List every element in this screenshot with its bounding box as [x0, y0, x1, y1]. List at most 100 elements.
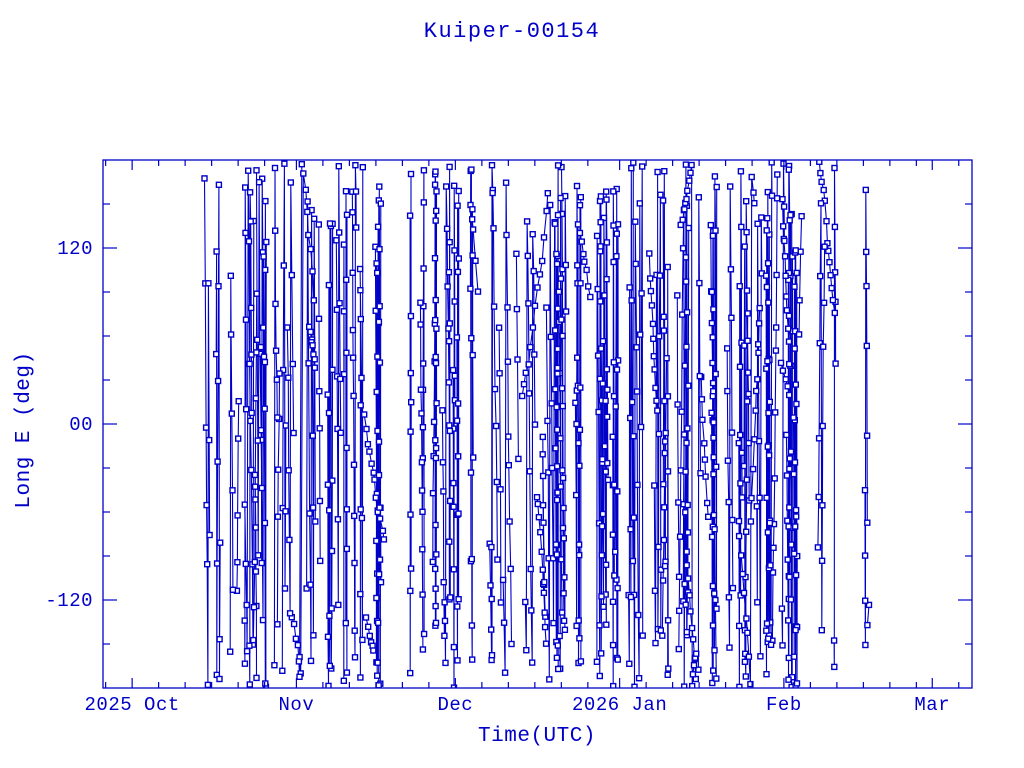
data-point-marker	[633, 388, 641, 395]
data-point-marker	[520, 381, 528, 388]
data-point-marker	[577, 658, 585, 665]
data-point-marker	[359, 163, 366, 171]
data-point-marker	[446, 422, 453, 429]
data-point-marker	[557, 275, 565, 282]
data-point-marker	[639, 163, 646, 170]
data-point-marker	[242, 406, 250, 413]
data-point-marker	[781, 237, 788, 245]
data-point-marker	[505, 462, 512, 469]
data-point-marker	[489, 189, 496, 197]
data-point-marker	[609, 641, 617, 649]
data-point-marker	[260, 253, 267, 260]
data-point-marker	[791, 653, 798, 660]
data-point-marker	[432, 316, 439, 324]
data-point-marker	[689, 682, 696, 688]
data-point-marker	[755, 341, 762, 348]
data-point-marker	[613, 230, 620, 237]
data-point-marker	[343, 669, 351, 676]
data-point-marker	[515, 455, 522, 463]
data-point-marker	[661, 449, 668, 457]
data-point-marker	[663, 355, 670, 362]
data-point-marker	[261, 405, 268, 412]
data-point-marker	[764, 443, 771, 450]
data-point-marker	[598, 345, 605, 352]
data-point-marker	[349, 354, 357, 361]
data-point-marker	[468, 166, 475, 173]
data-point-marker	[544, 417, 551, 425]
data-point-marker	[821, 243, 828, 250]
data-point-marker	[650, 335, 657, 342]
data-point-marker	[374, 672, 381, 679]
data-point-marker	[419, 546, 426, 553]
data-point-marker	[764, 358, 771, 365]
data-point-marker	[750, 189, 757, 196]
data-point-marker	[698, 396, 706, 403]
data-point-marker	[530, 267, 537, 275]
data-point-marker	[684, 529, 692, 536]
data-point-marker	[451, 182, 458, 190]
data-point-marker	[785, 166, 792, 173]
data-point-marker	[735, 532, 743, 540]
data-point-marker	[407, 511, 414, 518]
data-point-marker	[572, 399, 579, 406]
longitude-track-line	[738, 171, 743, 687]
data-point-marker	[788, 541, 795, 548]
longitude-track-line	[452, 185, 456, 688]
data-point-marker	[373, 388, 380, 396]
data-point-marker	[553, 463, 561, 470]
data-point-marker	[604, 386, 611, 393]
data-point-marker	[863, 342, 870, 350]
data-point-marker	[263, 238, 270, 246]
data-point-marker	[577, 280, 584, 287]
data-point-marker	[767, 641, 775, 648]
data-point-marker	[252, 496, 259, 503]
data-point-marker	[243, 601, 250, 609]
data-point-marker	[782, 272, 789, 279]
data-point-marker	[574, 354, 581, 361]
data-point-marker	[206, 531, 213, 539]
data-point-marker	[440, 579, 447, 586]
data-point-marker	[712, 370, 719, 378]
data-point-marker	[825, 247, 832, 255]
data-point-marker	[713, 183, 720, 191]
data-point-marker	[343, 506, 350, 513]
data-point-marker	[377, 200, 384, 207]
data-point-marker	[446, 538, 453, 545]
data-point-marker	[290, 429, 297, 437]
data-point-marker	[252, 568, 260, 575]
data-point-marker	[710, 471, 717, 478]
data-point-marker	[540, 519, 547, 526]
data-point-marker	[662, 429, 669, 437]
data-point-marker	[798, 212, 805, 220]
data-point-marker	[454, 657, 461, 664]
data-point-marker	[417, 386, 425, 393]
data-point-marker	[763, 627, 770, 634]
data-point-marker	[261, 358, 269, 366]
data-point-marker	[467, 285, 474, 292]
data-point-marker	[602, 561, 610, 568]
data-point-marker	[335, 601, 342, 609]
data-point-marker	[593, 232, 601, 240]
data-point-marker	[604, 476, 612, 484]
data-point-marker	[708, 288, 716, 296]
data-point-marker	[653, 397, 660, 404]
data-point-marker	[651, 587, 659, 594]
data-point-marker	[711, 526, 718, 533]
data-point-marker	[245, 238, 253, 245]
data-point-marker	[793, 400, 800, 408]
data-point-marker	[787, 448, 795, 455]
data-point-marker	[792, 506, 800, 514]
data-point-marker	[756, 494, 763, 501]
data-point-marker	[674, 401, 681, 408]
data-point-marker	[539, 433, 546, 441]
data-point-marker	[656, 272, 664, 279]
data-point-marker	[340, 677, 347, 684]
data-point-marker	[817, 200, 825, 207]
data-point-marker	[488, 626, 495, 633]
data-point-marker	[632, 218, 639, 225]
data-point-marker	[682, 601, 689, 608]
data-point-marker	[648, 302, 656, 309]
data-point-marker	[602, 468, 609, 475]
data-point-marker	[250, 604, 258, 611]
data-point-marker	[660, 313, 667, 320]
